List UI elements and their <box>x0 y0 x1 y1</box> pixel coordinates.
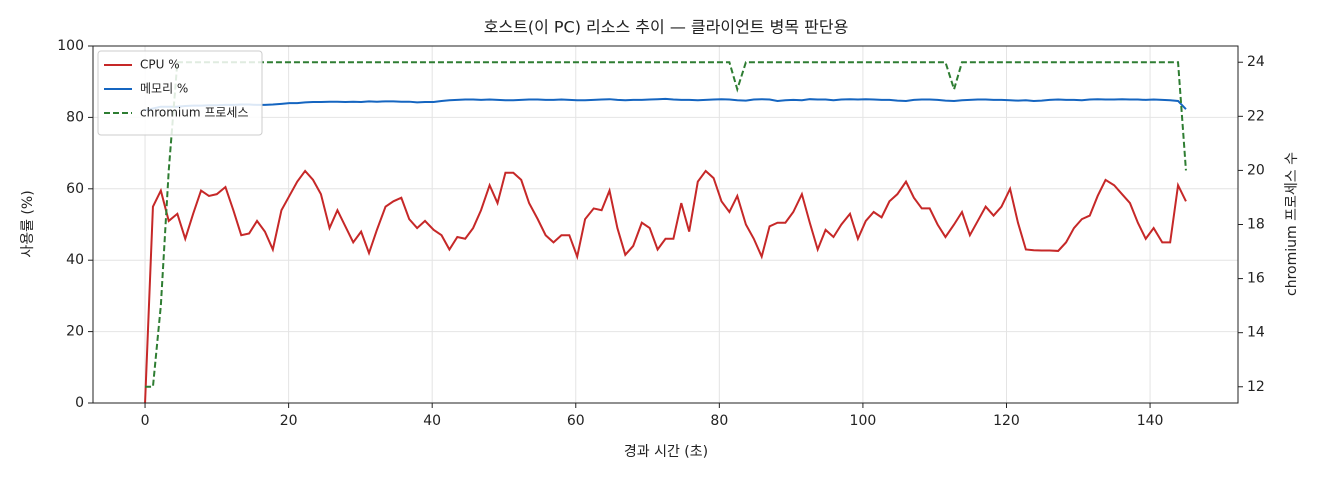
x-tick-label: 40 <box>423 413 441 429</box>
legend-label: chromium 프로세스 <box>140 106 249 120</box>
series-line <box>144 97 1187 112</box>
y-tick-label: 80 <box>66 109 84 125</box>
x-tick-label: 140 <box>1137 413 1164 429</box>
x-tick-label: 60 <box>567 413 585 429</box>
x-tick-label: 80 <box>710 413 728 429</box>
series-line <box>144 169 1187 404</box>
plot-frame <box>92 45 1239 404</box>
y2-tick-label: 24 <box>1247 54 1265 70</box>
x-tick-label: 20 <box>280 413 298 429</box>
y-tick-label: 40 <box>66 252 84 268</box>
y2-tick-label: 12 <box>1247 379 1265 395</box>
y2-tick-label: 22 <box>1247 108 1265 124</box>
legend-label: 메모리 % <box>140 82 188 96</box>
series-line <box>145 61 1187 388</box>
y2-axis-label: chromium 프로세스 수 <box>1284 152 1300 296</box>
y-tick-label: 60 <box>66 181 84 197</box>
x-tick-label: 0 <box>141 413 150 429</box>
y2-tick-label: 14 <box>1247 325 1265 341</box>
legend-label: CPU % <box>140 58 180 72</box>
legend-box <box>97 50 263 136</box>
legend: CPU % 메모리 % chromium 프로세스 <box>97 50 263 136</box>
x-tick-label: 120 <box>993 413 1020 429</box>
x-tick-label: 100 <box>850 413 877 429</box>
y2-tick-label: 16 <box>1247 271 1265 287</box>
y2-tick-label: 18 <box>1247 217 1265 233</box>
y-axis-label: 사용률 (%) <box>20 190 36 257</box>
y-tick-label: 0 <box>75 395 84 411</box>
y2-tick-label: 20 <box>1247 162 1265 178</box>
y-tick-label: 20 <box>66 324 84 340</box>
y-tick-label: 100 <box>57 38 84 54</box>
chart-title: 호스트(이 PC) 리소스 추이 — 클라이언트 병목 판단용 <box>484 18 849 37</box>
x-axis-label: 경과 시간 (초) <box>624 444 708 460</box>
